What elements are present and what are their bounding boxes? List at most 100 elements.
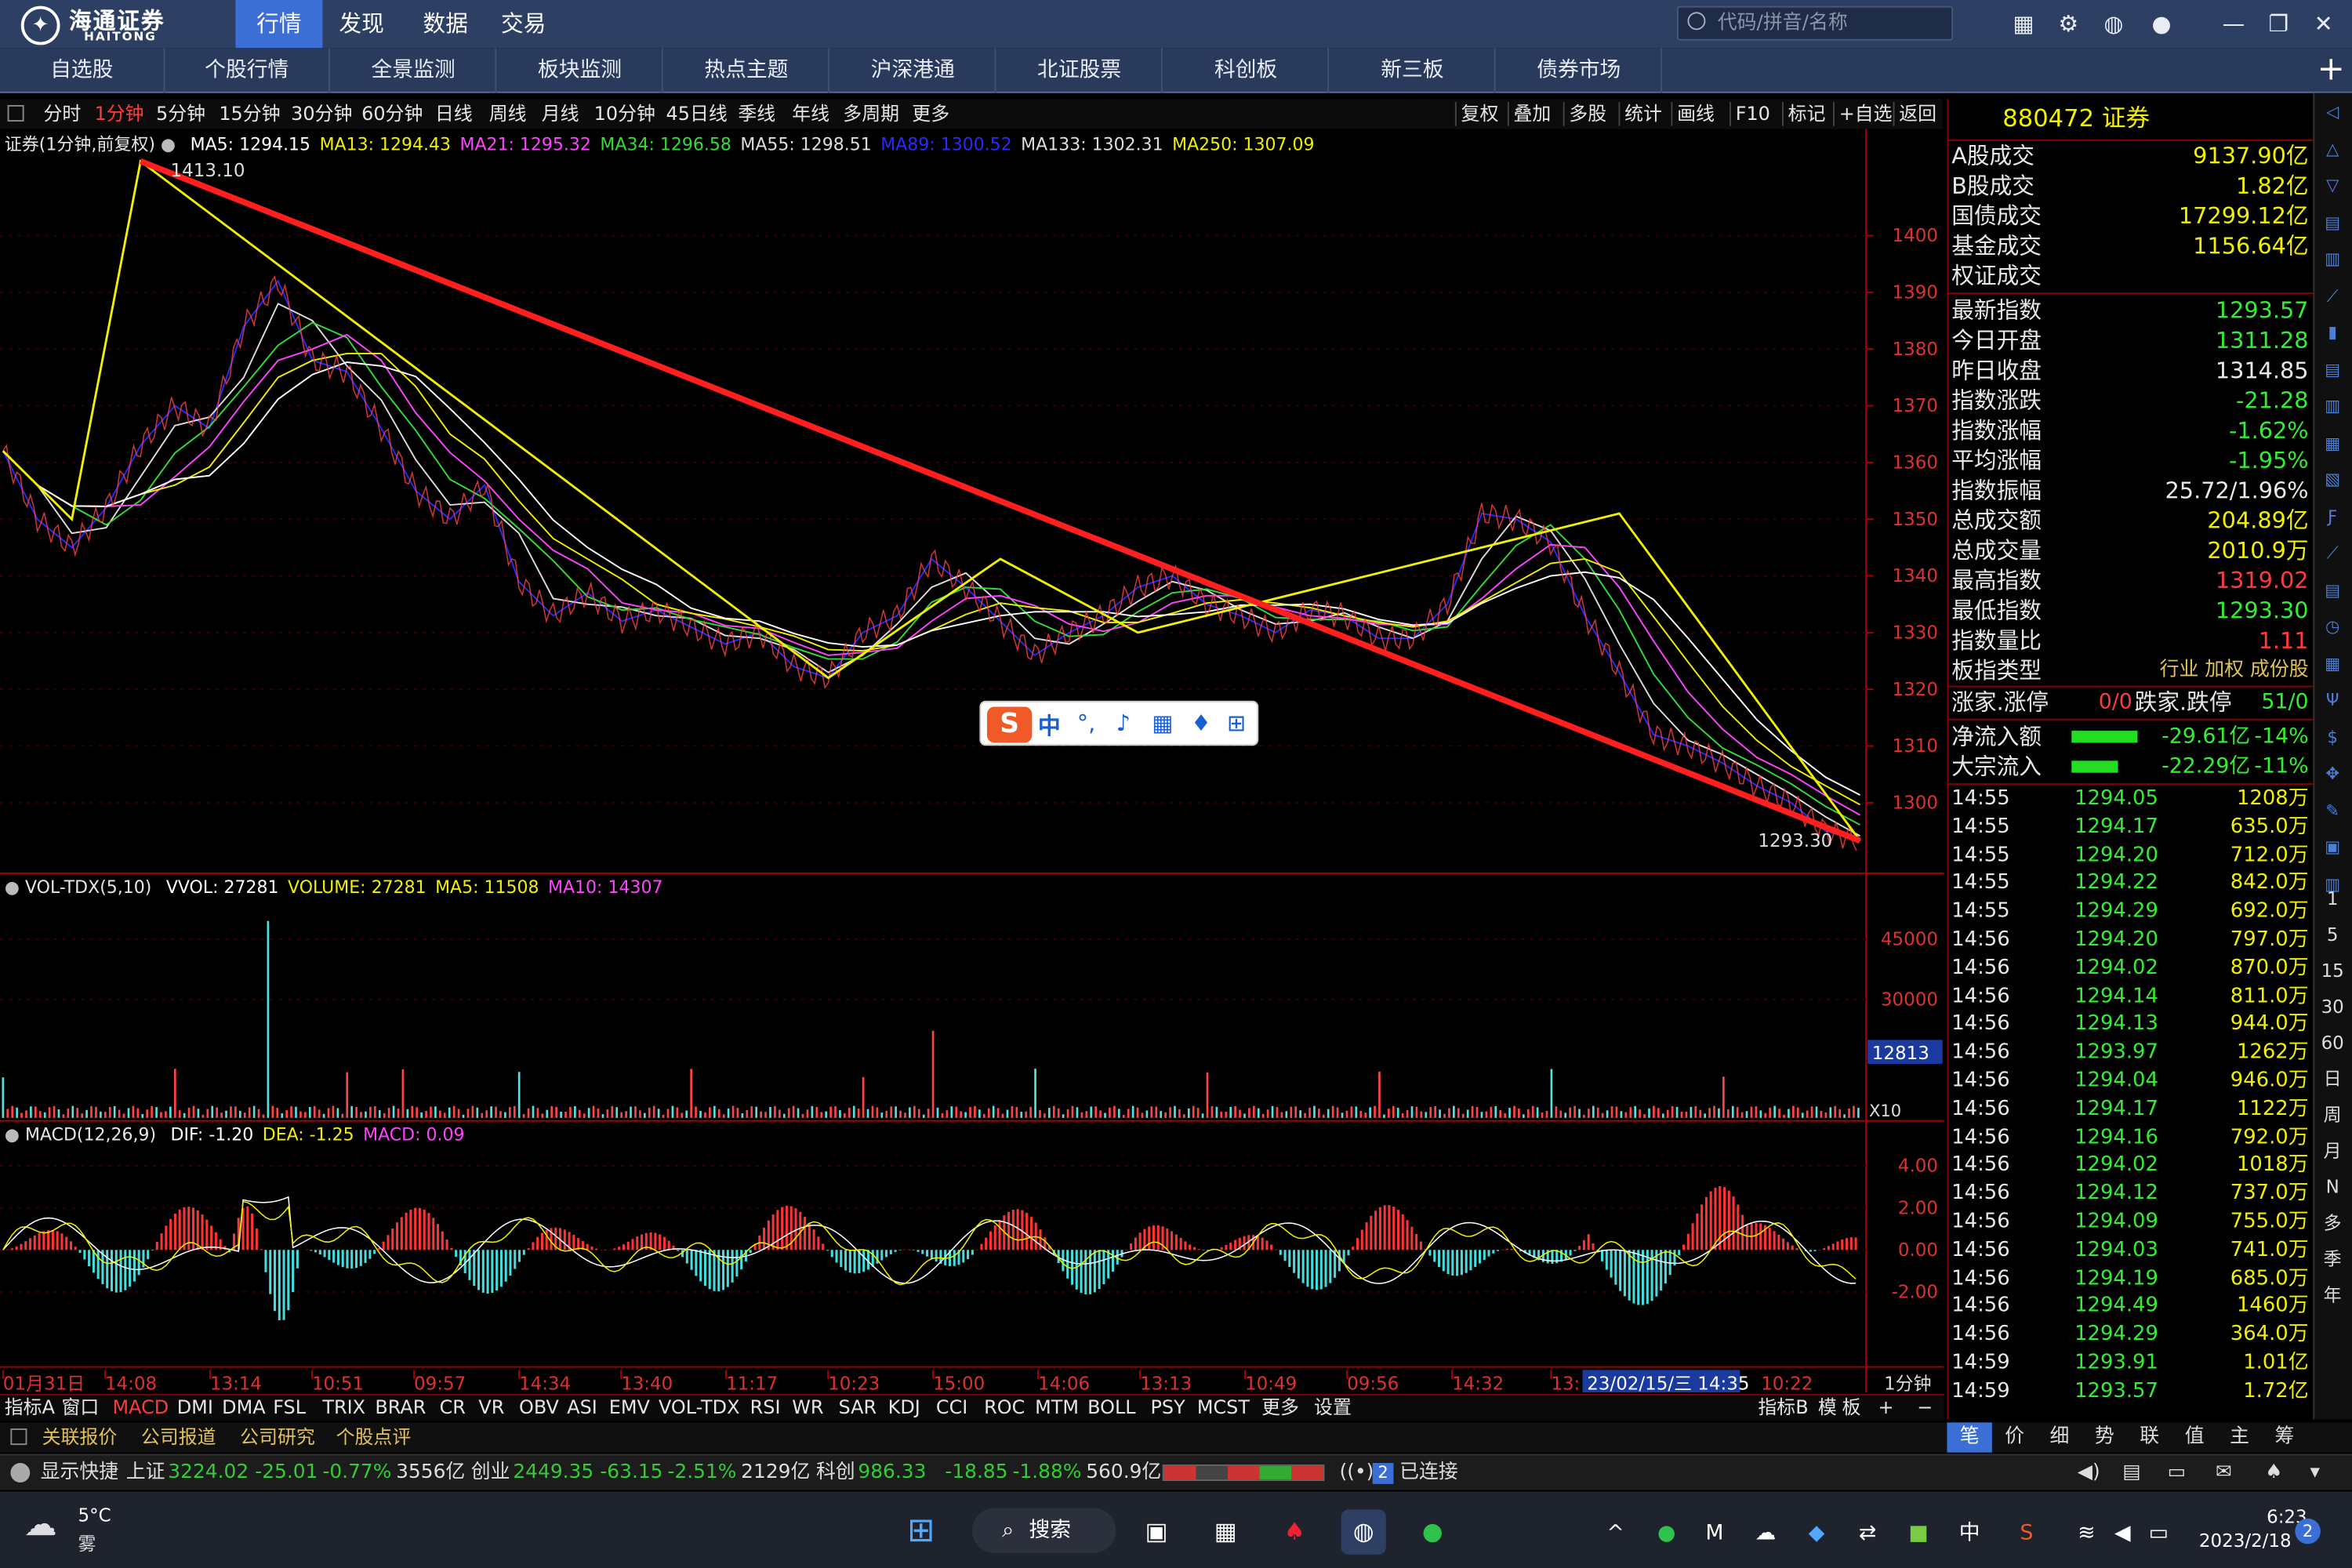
indicator-1[interactable]: 窗口 bbox=[61, 1395, 100, 1418]
indicator-12[interactable]: EMV bbox=[608, 1395, 650, 1418]
tool-7[interactable]: +自选 bbox=[1838, 102, 1893, 125]
side-tool-icon[interactable]: ▥ bbox=[2325, 249, 2341, 269]
side-tool-icon[interactable]: ◁ bbox=[2326, 102, 2339, 122]
side-tool-icon[interactable]: ▤ bbox=[2325, 359, 2341, 379]
menu-quotes[interactable]: 行情 bbox=[235, 0, 323, 49]
bell-icon[interactable]: ♠ bbox=[2265, 1461, 2283, 1484]
quote-tab-7[interactable]: 筹 bbox=[2274, 1425, 2295, 1448]
nav-star-market[interactable]: 科创板 bbox=[1164, 48, 1330, 93]
chart-area[interactable]: 1400 1390 1380 1370 1360 1350 1340 1330 1320 1310… bbox=[0, 129, 1944, 1394]
indicator-8[interactable]: CR bbox=[439, 1395, 466, 1418]
market-name[interactable]: 上证 bbox=[125, 1461, 165, 1484]
indicator-11[interactable]: ASI bbox=[567, 1395, 597, 1418]
quick-icon[interactable] bbox=[10, 1463, 31, 1483]
side-period-9[interactable]: 多 bbox=[2323, 1212, 2342, 1234]
side-tool-icon[interactable]: ✎ bbox=[2325, 800, 2340, 820]
side-tool-icon[interactable]: ✥ bbox=[2325, 764, 2340, 784]
period-10[interactable]: 45日线 bbox=[666, 102, 728, 125]
nav-panorama[interactable]: 全景监测 bbox=[332, 48, 497, 93]
side-period-5[interactable]: 日 bbox=[2323, 1068, 2342, 1090]
side-tool-icon[interactable]: ▦ bbox=[2325, 433, 2341, 453]
period-0[interactable]: 分时 bbox=[43, 102, 82, 125]
side-tool-icon[interactable]: ▤ bbox=[2325, 579, 2341, 600]
indicator-0[interactable]: 指标A bbox=[4, 1395, 55, 1418]
quote-tab-1[interactable]: 价 bbox=[2005, 1425, 2024, 1448]
quote-tab-4[interactable]: 联 bbox=[2140, 1425, 2160, 1448]
period-9[interactable]: 10分钟 bbox=[593, 102, 655, 125]
indicator-20[interactable]: MTM bbox=[1035, 1395, 1080, 1418]
search-input[interactable]: 代码/拼音/名称 bbox=[1677, 5, 1954, 41]
quote-tab-0[interactable]: 笔 bbox=[1947, 1422, 1992, 1453]
cards-icon[interactable]: ♠ bbox=[1283, 1516, 1305, 1546]
nav-connect[interactable]: 沪深港通 bbox=[831, 48, 996, 93]
period-13[interactable]: 多周期 bbox=[843, 102, 900, 125]
side-tool-icon[interactable]: $ bbox=[2327, 727, 2338, 747]
msg-icon[interactable]: ✉ bbox=[2215, 1461, 2232, 1484]
clock-time[interactable]: 6:23 bbox=[2267, 1506, 2307, 1528]
menu-trade[interactable]: 交易 bbox=[501, 10, 546, 38]
quote-tab-3[interactable]: 势 bbox=[2094, 1425, 2114, 1448]
gpu-tray-icon[interactable]: ■ bbox=[1908, 1521, 1929, 1546]
grid-icon[interactable]: ▦ bbox=[2013, 10, 2034, 38]
nav-neeq[interactable]: 新三板 bbox=[1330, 48, 1496, 93]
panel-toggle-icon[interactable] bbox=[10, 1428, 27, 1446]
tool-0[interactable]: 复权 bbox=[1461, 102, 1499, 125]
ime-toolbar[interactable]: S 中 °, ♪ ▦ ♦ ⊞ bbox=[979, 700, 1259, 746]
apps-icon[interactable]: ⊞ bbox=[1227, 710, 1247, 737]
skin-icon[interactable]: ♦ bbox=[1191, 710, 1211, 737]
indicator-19[interactable]: ROC bbox=[984, 1395, 1025, 1418]
side-period-3[interactable]: 30 bbox=[2321, 996, 2344, 1018]
restore-icon[interactable]: ❐ bbox=[2268, 10, 2289, 38]
market-name[interactable]: 创业 bbox=[470, 1461, 510, 1484]
indicator-right-2[interactable]: 板 bbox=[1842, 1395, 1861, 1418]
switch-tray-icon[interactable]: ⇄ bbox=[1858, 1521, 1877, 1546]
type-value[interactable]: 行业 加权 成份股 bbox=[2159, 659, 2309, 681]
indicator-13[interactable]: VOL-TDX bbox=[658, 1395, 740, 1418]
side-tool-icon[interactable]: ⟋ bbox=[2326, 285, 2339, 306]
weather-icon[interactable]: ☁ bbox=[24, 1506, 57, 1544]
more-icon[interactable]: ▾ bbox=[2310, 1461, 2320, 1484]
menu-data[interactable]: 数据 bbox=[423, 10, 468, 38]
indicator-17[interactable]: KDJ bbox=[887, 1395, 920, 1418]
side-tool-icon[interactable]: ▦ bbox=[2325, 653, 2341, 673]
globe-icon[interactable]: ◍ bbox=[2103, 10, 2124, 38]
indicator-18[interactable]: CCI bbox=[935, 1395, 968, 1418]
tool-6[interactable]: 标记 bbox=[1788, 102, 1826, 125]
side-tool-icon[interactable]: △ bbox=[2326, 139, 2339, 158]
side-period-4[interactable]: 60 bbox=[2321, 1032, 2344, 1054]
vol-settings-icon[interactable]: ● bbox=[4, 876, 25, 898]
nav-bonds[interactable]: 债券市场 bbox=[1497, 48, 1662, 93]
indicator-25[interactable]: 设置 bbox=[1314, 1395, 1352, 1418]
wechat-tray-icon[interactable]: ● bbox=[1657, 1521, 1676, 1546]
shield-tray-icon[interactable]: ◆ bbox=[1808, 1521, 1825, 1546]
period-2[interactable]: 5分钟 bbox=[155, 102, 206, 125]
market-name[interactable]: 科创 bbox=[815, 1461, 855, 1484]
period-4[interactable]: 30分钟 bbox=[291, 102, 353, 125]
chat-icon[interactable]: ● bbox=[2151, 10, 2172, 38]
side-period-11[interactable]: 年 bbox=[2323, 1284, 2342, 1306]
nav-watchlist[interactable]: 自选股 bbox=[0, 48, 165, 93]
indicator-15[interactable]: WR bbox=[792, 1395, 824, 1418]
taskview-icon[interactable]: ▣ bbox=[1145, 1516, 1168, 1546]
indicator-24[interactable]: 更多 bbox=[1261, 1395, 1299, 1418]
period-12[interactable]: 年线 bbox=[792, 102, 830, 125]
cloud-tray-icon[interactable]: ☁ bbox=[1755, 1521, 1777, 1546]
indicator-3[interactable]: DMI bbox=[176, 1395, 213, 1418]
keyboard-icon[interactable]: ▦ bbox=[1152, 710, 1174, 737]
side-period-8[interactable]: N bbox=[2325, 1176, 2339, 1198]
indicator-2[interactable]: MACD bbox=[112, 1395, 169, 1418]
side-tool-icon[interactable]: ▣ bbox=[2325, 837, 2341, 857]
nav-hot-topics[interactable]: 热点主题 bbox=[665, 48, 830, 93]
indicator-6[interactable]: TRIX bbox=[322, 1395, 366, 1418]
tool-5[interactable]: F10 bbox=[1735, 102, 1770, 125]
side-period-10[interactable]: 季 bbox=[2323, 1248, 2342, 1270]
quote-tab-5[interactable]: 值 bbox=[2184, 1425, 2205, 1448]
taskbar-search[interactable]: ⌕ 搜索 bbox=[971, 1508, 1116, 1553]
tool-2[interactable]: 多股 bbox=[1569, 102, 1607, 125]
macd-settings-icon[interactable]: ● bbox=[4, 1123, 25, 1145]
tool-8[interactable]: 返回 bbox=[1899, 102, 1937, 125]
period-1[interactable]: 1分钟 bbox=[94, 102, 144, 125]
ime-mode[interactable]: 中 bbox=[1038, 713, 1061, 740]
indicator-7[interactable]: BRAR bbox=[375, 1395, 426, 1418]
side-tool-icon[interactable]: ▥ bbox=[2325, 873, 2341, 894]
